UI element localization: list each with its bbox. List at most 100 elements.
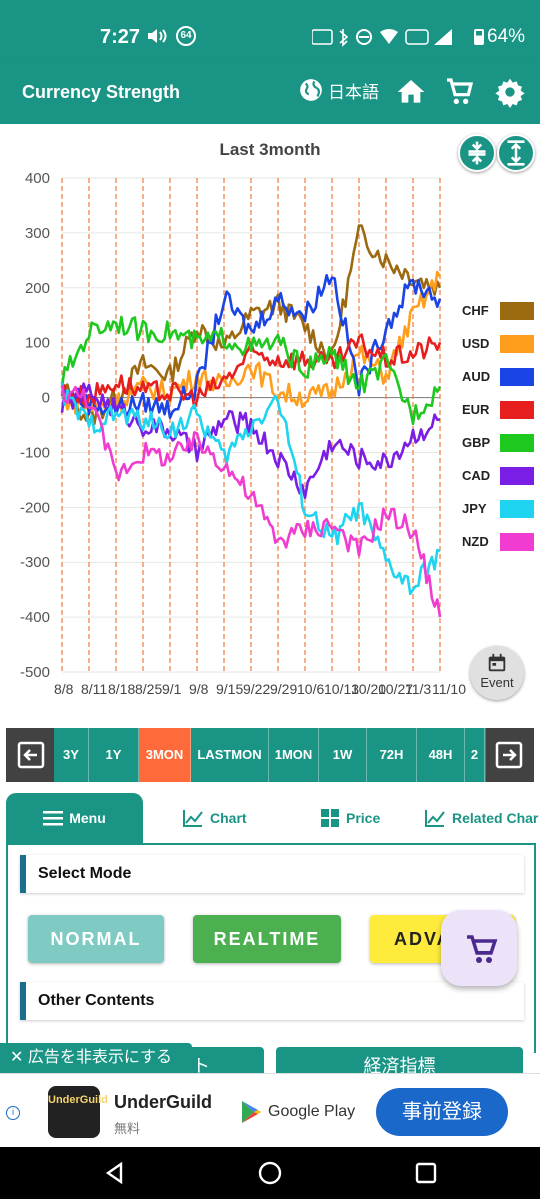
legend-label: EUR [462,402,490,417]
language-label: 日本語 [328,82,379,102]
cart-icon[interactable] [443,76,475,108]
normal-mode-button[interactable]: NORMAL [28,915,164,963]
realtime-mode-button[interactable]: REALTIME [193,915,341,963]
globe-icon [300,79,322,101]
pre-register-button[interactable]: 事前登録 [376,1088,508,1136]
legend-label: AUD [462,369,491,384]
language-button[interactable]: 日本語 [298,77,379,103]
tab-related-chart[interactable]: Related Char [424,793,540,843]
period-3mon[interactable]: 3MON [139,728,191,782]
y-tick-label: -400 [20,609,50,626]
chart-title: Last 3month [219,140,321,159]
select-mode-heading: Select Mode [20,855,524,893]
status-badge: 64 [176,26,196,46]
hide-ads-button[interactable]: ✕ 広告を非表示にする [0,1043,192,1073]
period-lastmon[interactable]: LASTMON [191,728,269,782]
chart-icon [183,810,203,827]
series-line-gbp [60,315,442,426]
tab-price[interactable]: Price [320,793,380,843]
google-play-label: Google Play [268,1103,356,1120]
event-button[interactable]: Event [470,646,524,700]
cart-fab-button[interactable] [441,910,517,986]
series-line-nzd [60,385,442,618]
network-icons [311,28,472,51]
legend-swatch [500,532,534,551]
legend-label: GBP [462,435,491,450]
arrow-left-icon [17,741,45,769]
status-time: 7:27 [100,26,141,48]
period-1w[interactable]: 1W [319,728,367,782]
x-tick-label: 8/18 [108,681,135,697]
legend-swatch [500,466,534,485]
home-icon[interactable] [395,76,427,108]
compress-icon [468,141,486,165]
calendar-icon [488,653,506,672]
battery-percent: 64% [487,26,526,47]
system-nav-bar [0,1147,540,1199]
y-tick-label: -200 [20,499,50,516]
home-nav-icon[interactable] [257,1160,283,1186]
chart-panel: Last 3month 400 300 200 100 0 -100 -200 -300 -40… [0,124,540,720]
x-tick-label: 11/3 [405,681,431,697]
legend-label: CHF [462,303,489,318]
x-tick-label: 10/13 [324,681,359,697]
y-tick-label: -100 [20,444,50,461]
series-line-jpy [60,382,441,596]
period-3y[interactable]: 3Y [54,728,89,782]
legend-swatch [500,433,534,452]
series-line-chf [60,224,442,426]
x-tick-label: 9/1 [162,681,182,697]
ad-app-icon: UnderGuild [48,1086,108,1138]
series-line-usd [61,270,442,415]
expand-icon [507,140,525,166]
arrow-right-icon [495,741,523,769]
x-tick-label: 11/10 [432,681,466,697]
legend-item-gbp: GBP [462,426,534,459]
legend-label: USD [462,336,490,351]
expand-button[interactable] [497,134,535,172]
chart-icon [425,810,445,827]
tab-price-label: Price [346,810,381,826]
back-icon[interactable] [103,1161,127,1185]
period-1y[interactable]: 1Y [89,728,139,782]
y-tick-label: 100 [25,335,50,352]
compress-button[interactable] [458,134,496,172]
y-tick-label: 0 [42,390,50,407]
chart-legend: CHF USD AUD EUR GBP CAD JPY NZD [462,294,534,558]
x-tick-label: 10/20 [351,681,386,697]
x-tick-label: 10/6 [297,681,324,697]
x-tick-label: 9/15 [216,681,243,697]
x-tick-label: 8/8 [54,681,74,697]
x-tick-label: 8/25 [135,681,162,697]
legend-item-nzd: NZD [462,525,534,558]
hide-ads-label: 広告を非表示にする [27,1049,173,1066]
period-72h[interactable]: 72H [367,728,417,782]
info-icon[interactable]: i [6,1106,20,1120]
cart-icon [467,935,498,963]
legend-item-chf: CHF [462,294,534,327]
x-tick-label: 9/22 [243,681,270,697]
gear-icon[interactable] [494,76,526,108]
ad-banner[interactable]: i UnderGuild UnderGuild 無料 Google Play 事… [0,1073,540,1147]
tab-chart-label: Chart [210,810,247,826]
y-tick-label: -500 [20,664,50,681]
period-prev-button[interactable] [6,728,54,782]
grid-icon [321,809,339,827]
battery-icon [474,28,484,45]
period-1mon[interactable]: 1MON [269,728,319,782]
period-2[interactable]: 2 [465,728,485,782]
period-48h[interactable]: 48H [417,728,465,782]
recents-icon[interactable] [414,1161,438,1185]
battery-indicator: 64% [474,26,525,48]
legend-label: JPY [462,501,487,516]
legend-swatch [500,334,534,353]
tab-menu-label: Menu [69,810,106,826]
tab-related-chart-label: Related Char [452,810,539,826]
y-tick-label: 300 [25,225,50,242]
tab-menu[interactable]: Menu [6,793,143,843]
period-next-button[interactable] [486,728,534,782]
x-tick-label: 10/27 [378,681,413,697]
tab-chart[interactable]: Chart [182,793,247,843]
period-selector: 3Y 1Y 3MON LASTMON 1MON 1W 72H 48H 2 [6,728,534,782]
